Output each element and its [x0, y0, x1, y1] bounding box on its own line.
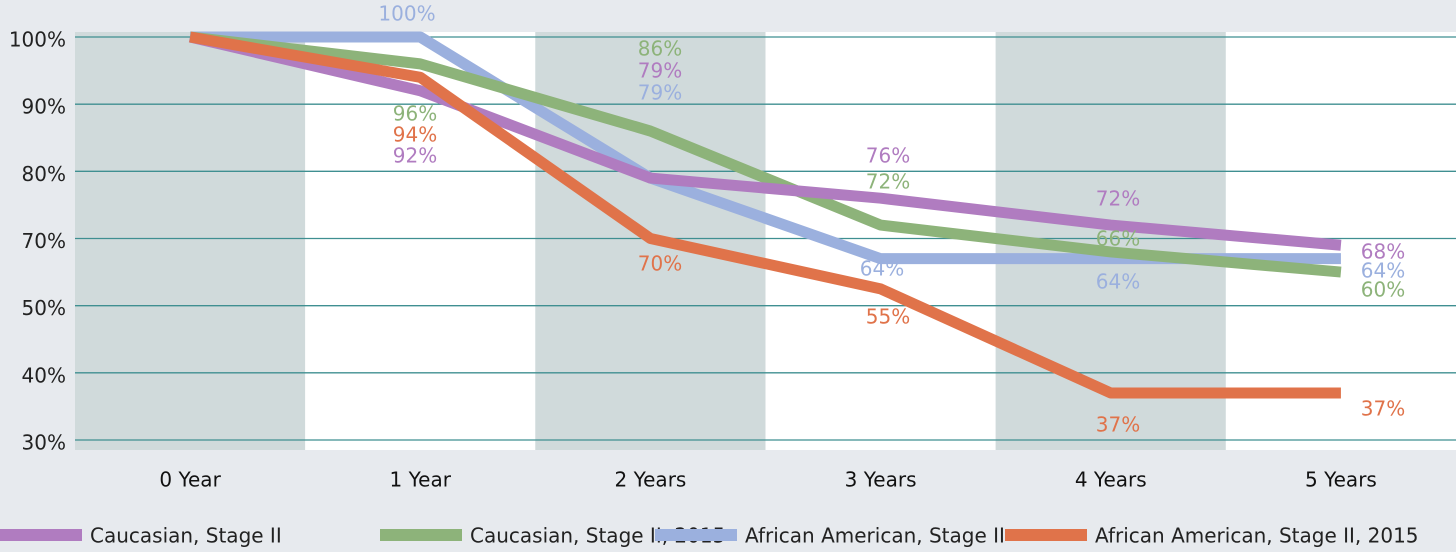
y-tick-label: 30%	[22, 431, 66, 455]
legend-swatch	[0, 529, 82, 541]
legend-label: Caucasian, Stage II	[90, 524, 282, 548]
series-line	[189, 31, 1341, 399]
series-line	[189, 31, 1342, 278]
series-line	[188, 31, 1342, 251]
legend-label: African American, Stage II, 2015	[1095, 524, 1419, 548]
data-label: 79%	[638, 81, 682, 105]
legend-swatch	[380, 529, 462, 541]
x-tick-label: 2 Years	[614, 468, 686, 492]
data-label: 64%	[1361, 259, 1405, 283]
x-tick-label: 0 Year	[159, 468, 221, 492]
data-label: 79%	[638, 59, 682, 83]
y-tick-label: 40%	[22, 363, 66, 387]
data-label: 94%	[393, 123, 437, 147]
data-label: 68%	[1361, 240, 1405, 264]
legend-label: African American, Stage II	[745, 524, 1005, 548]
x-tick-label: 4 Years	[1075, 468, 1147, 492]
data-label: 76%	[866, 144, 910, 168]
x-tick-label: 5 Years	[1305, 468, 1377, 492]
x-tick-label: 1 Year	[390, 468, 452, 492]
data-label: 100%	[378, 2, 435, 26]
data-label: 37%	[1096, 413, 1140, 437]
data-label: 60%	[1361, 278, 1405, 302]
y-tick-label: 100%	[9, 28, 66, 52]
band	[305, 32, 536, 450]
data-label: 72%	[1096, 187, 1140, 211]
data-label: 64%	[860, 257, 904, 281]
data-label: 96%	[393, 102, 437, 126]
data-label: 37%	[1361, 397, 1405, 421]
data-label: 70%	[638, 252, 682, 276]
y-tick-label: 90%	[22, 95, 66, 119]
y-tick-label: 50%	[22, 296, 66, 320]
y-tick-label: 80%	[22, 162, 66, 186]
data-label: 66%	[1096, 227, 1140, 251]
x-tick-label: 3 Years	[845, 468, 917, 492]
legend-swatch	[1005, 529, 1087, 541]
data-label: 64%	[1096, 270, 1140, 294]
data-label: 86%	[638, 37, 682, 61]
data-label: 72%	[866, 170, 910, 194]
band	[765, 32, 996, 450]
data-label: 55%	[866, 305, 910, 329]
data-label: 92%	[393, 144, 437, 168]
band	[75, 32, 306, 450]
y-tick-label: 70%	[22, 229, 66, 253]
legend-swatch	[655, 529, 737, 541]
